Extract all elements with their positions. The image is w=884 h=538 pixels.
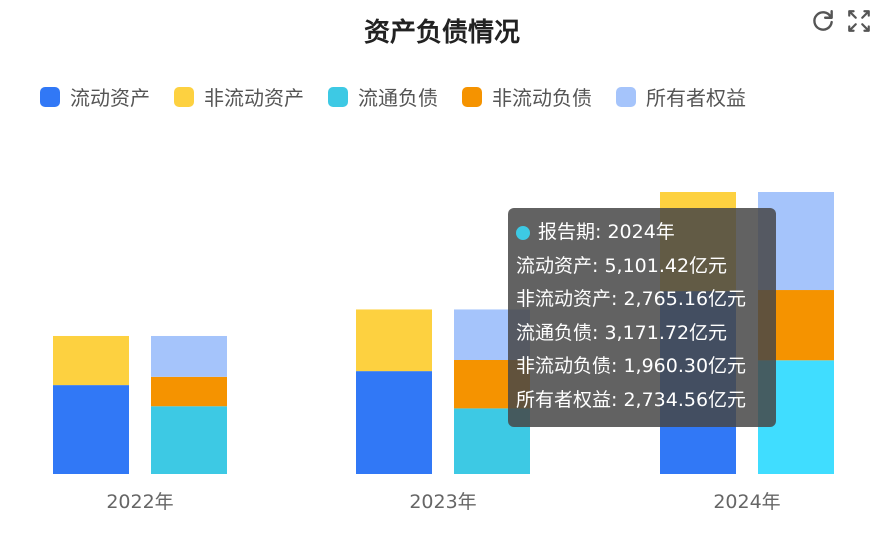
tooltip-line: 非流动资产: 2,765.16亿元: [516, 288, 747, 310]
legend-label: 非流动资产: [204, 86, 304, 110]
bar-segment[interactable]: [151, 406, 227, 474]
bar-segment[interactable]: [53, 335, 129, 386]
x-tick-label: 2023年: [409, 491, 476, 513]
legend-item-current-assets[interactable]: 流动资产: [40, 82, 150, 111]
tooltip-marker: [516, 225, 530, 240]
legend-label: 流通负债: [358, 86, 438, 110]
legend-item-equity[interactable]: 所有者权益: [616, 82, 746, 111]
tooltip-line: 流通负债: 3,171.72亿元: [516, 321, 728, 344]
bar-segment[interactable]: [53, 385, 129, 474]
legend-label: 流动资产: [70, 86, 150, 110]
refresh-icon[interactable]: [810, 8, 836, 34]
bar-segment[interactable]: [356, 371, 432, 474]
legend-item-noncurrent-liabilities[interactable]: 非流动负债: [462, 82, 592, 111]
legend-label: 非流动负债: [492, 86, 592, 110]
legend-swatch: [328, 86, 348, 107]
legend-swatch: [174, 86, 194, 107]
legend-item-noncurrent-assets[interactable]: 非流动资产: [174, 82, 304, 111]
legend-item-current-liabilities[interactable]: 流通负债: [328, 82, 438, 111]
bar-segment[interactable]: [151, 335, 227, 377]
tooltip-line: 流动资产: 5,101.42亿元: [516, 254, 728, 277]
chart-toolbar: [810, 8, 872, 34]
legend-swatch: [40, 86, 60, 107]
x-tick-label: 2024年: [713, 491, 780, 513]
legend-swatch: [462, 86, 482, 107]
legend-swatch: [616, 86, 636, 107]
tooltip-line: 非流动负债: 1,960.30亿元: [516, 355, 747, 377]
chart-legend: 流动资产 非流动资产 流通负债 非流动负债 所有者权益: [40, 82, 746, 111]
x-tick-label: 2022年: [106, 491, 173, 513]
chart-tooltip: 报告期: 2024年 流动资产: 5,101.42亿元 非流动资产: 2,765…: [508, 208, 776, 427]
bar-segment[interactable]: [356, 309, 432, 372]
legend-label: 所有者权益: [646, 86, 746, 110]
chart-title: 资产负债情况: [363, 18, 520, 48]
bar-segment[interactable]: [151, 376, 227, 407]
fullscreen-icon[interactable]: [846, 8, 872, 34]
tooltip-line: 所有者权益: 2,734.56亿元: [516, 388, 747, 411]
tooltip-header: 报告期: 2024年: [538, 221, 675, 243]
